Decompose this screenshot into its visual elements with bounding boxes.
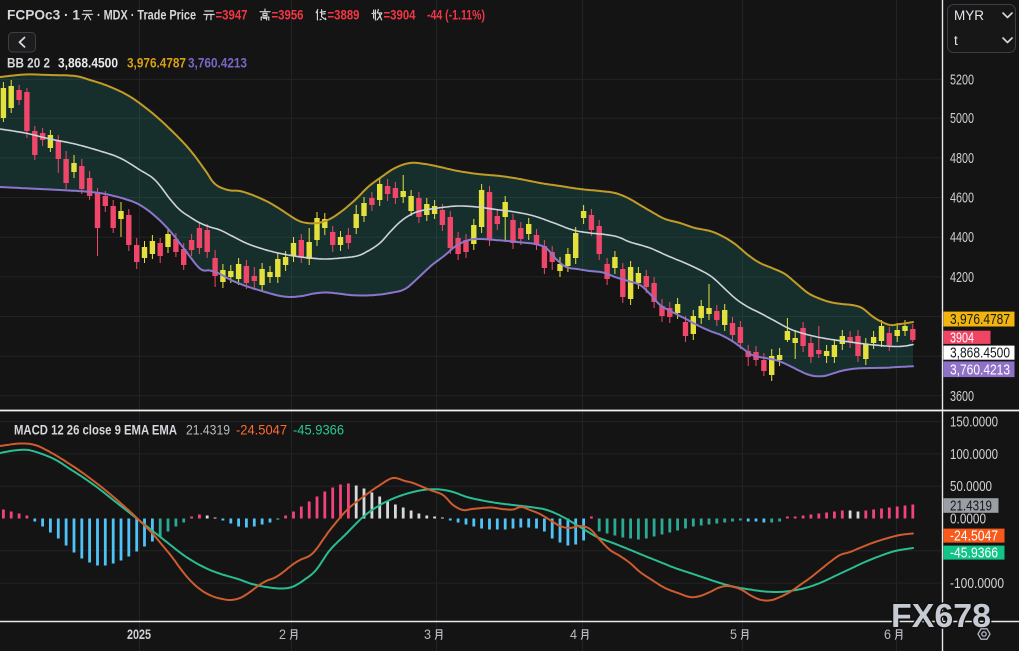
svg-text:50.0000: 50.0000: [950, 479, 992, 495]
svg-text:-44 (-1.11%): -44 (-1.11%): [427, 8, 485, 23]
svg-text:3: 3: [424, 627, 431, 642]
svg-text:-45.9366: -45.9366: [293, 423, 344, 438]
svg-text:=3889: =3889: [328, 8, 360, 23]
svg-text:t: t: [954, 33, 958, 48]
svg-text:5000: 5000: [950, 111, 974, 127]
svg-text:3904: 3904: [950, 330, 974, 346]
svg-text:BB 20 2: BB 20 2: [7, 56, 50, 71]
svg-text:150.0000: 150.0000: [950, 415, 998, 431]
svg-text:2025: 2025: [127, 627, 151, 642]
svg-text:2: 2: [279, 627, 286, 642]
svg-text:3,976.4787: 3,976.4787: [127, 56, 186, 71]
svg-text:21.4319: 21.4319: [950, 499, 992, 515]
svg-text:-24.5047: -24.5047: [236, 423, 287, 438]
svg-text:3600: 3600: [950, 389, 974, 405]
svg-text:5200: 5200: [950, 72, 974, 88]
svg-text:MACD 12 26 close 9 EMA EMA: MACD 12 26 close 9 EMA EMA: [14, 423, 177, 438]
svg-text:0.0000: 0.0000: [950, 512, 986, 528]
svg-text:4600: 4600: [950, 191, 974, 207]
svg-text:-24.5047: -24.5047: [950, 529, 998, 545]
svg-text:FX678: FX678: [891, 598, 991, 635]
svg-text:3,760.4213: 3,760.4213: [188, 56, 247, 71]
svg-text:6: 6: [884, 627, 891, 642]
svg-text:FCPOc3 · 1: FCPOc3 · 1: [7, 8, 80, 23]
svg-text:3,760.4213: 3,760.4213: [950, 362, 1010, 378]
svg-text:100.0000: 100.0000: [950, 447, 998, 463]
svg-text:=3956: =3956: [272, 8, 304, 23]
svg-text:4800: 4800: [950, 151, 974, 167]
svg-text:4: 4: [570, 627, 577, 642]
svg-text:4400: 4400: [950, 230, 974, 246]
svg-text:MYR: MYR: [954, 8, 984, 23]
svg-text:4200: 4200: [950, 270, 974, 286]
svg-text:3,976.4787: 3,976.4787: [950, 312, 1010, 328]
svg-text:=3904: =3904: [384, 8, 416, 23]
svg-text:· MDX · Trade Price: · MDX · Trade Price: [97, 8, 196, 23]
svg-text:-45.9366: -45.9366: [950, 546, 998, 562]
svg-text:=3947: =3947: [216, 8, 248, 23]
svg-text:3,868.4500: 3,868.4500: [58, 56, 118, 71]
svg-text:5: 5: [730, 627, 737, 642]
svg-text:3,868.4500: 3,868.4500: [950, 346, 1010, 362]
svg-text:21.4319: 21.4319: [186, 423, 230, 438]
svg-text:-100.0000: -100.0000: [950, 576, 1004, 592]
